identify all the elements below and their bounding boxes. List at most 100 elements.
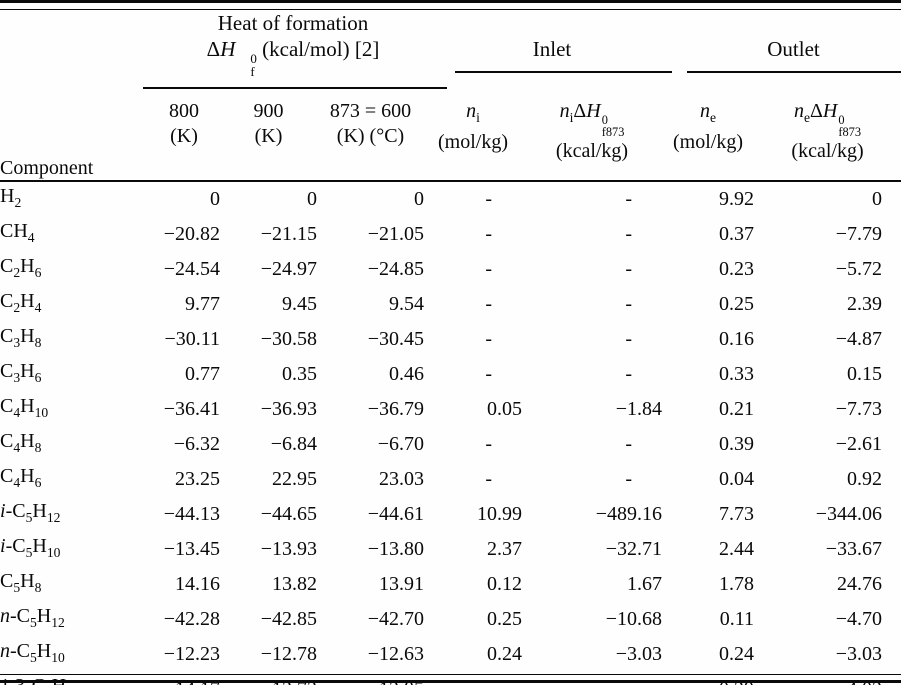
group-header-inlet: Inlet [424, 10, 673, 89]
value-cell: - [485, 363, 492, 386]
value-cell: −13.45 [163, 538, 220, 561]
value-cell: 13.82 [272, 573, 317, 596]
col-header-ni: ni (mol/kg) [424, 89, 522, 182]
value-cell: −36.79 [367, 398, 424, 421]
value-cell: 0.15 [847, 363, 883, 386]
value-cell: −44.65 [260, 503, 317, 526]
value-cell: 24.76 [837, 573, 883, 596]
value-cell: −32.71 [605, 538, 663, 561]
value-cell: −3.03 [835, 643, 883, 666]
table-row: H2 0 0 0 - - 9.92 0 [0, 181, 901, 217]
table-row: CH4 −20.82 −21.15 −21.05 - - 0.37 −7.79 [0, 217, 901, 252]
component-cell: C4H8 [0, 429, 42, 455]
value-cell: −2.61 [835, 433, 883, 456]
component-cell: n-C5H10 [0, 639, 65, 665]
value-cell: 0 [872, 188, 883, 211]
value-cell: −12.78 [260, 643, 317, 666]
value-cell: 0.33 [719, 363, 755, 386]
value-cell: −30.45 [367, 328, 424, 351]
outlet-group-rule [687, 71, 901, 73]
value-cell: - [485, 468, 492, 491]
value-cell: 10.99 [477, 503, 522, 526]
component-cell: C5H8 [0, 569, 42, 595]
value-cell: −33.67 [825, 538, 883, 561]
table-row: n-C5H10 −12.23 −12.78 −12.63 0.24 −3.03 0.24 −3… [0, 637, 901, 672]
inlet-group-rule [455, 71, 673, 73]
value-cell: −30.58 [260, 328, 317, 351]
value-cell: −12.63 [367, 643, 424, 666]
component-cell: i-C5H12 [0, 499, 61, 525]
value-cell: −12.23 [163, 643, 220, 666]
value-cell: 0.39 [719, 433, 755, 456]
group-header-heat-of-formation: Heat of formation ΔH 0 f (kcal/mol) [2] [143, 10, 447, 90]
component-cell: C4H10 [0, 394, 49, 420]
value-cell: 0.37 [719, 223, 755, 246]
value-cell: −6.32 [173, 433, 220, 456]
value-cell: 14.16 [175, 573, 220, 596]
value-cell: −13.93 [260, 538, 317, 561]
value-cell: - [485, 188, 492, 211]
table-row: C4H10 −36.41 −36.93 −36.79 0.05 −1.84 0.21 −7.7… [0, 392, 901, 427]
value-cell: −24.85 [367, 258, 424, 281]
component-cell: C2H6 [0, 254, 42, 280]
heat-group-title-line2: ΔH 0 f (kcal/mol) [2] [206, 37, 380, 80]
value-cell: 0.25 [487, 608, 522, 631]
col-header-ne: ne (mol/kg) [662, 89, 755, 182]
value-cell: −5.72 [835, 258, 883, 281]
value-cell: - [485, 433, 492, 456]
value-cell: −44.61 [367, 503, 424, 526]
value-cell: - [485, 293, 492, 316]
table-row: i-C5H12 −44.13 −44.65 −44.61 10.99 −489.16 7.7… [0, 497, 901, 532]
column-header-row: 800 (K) 900 (K) 873 = 600 (K) (°C) ni (m… [0, 89, 901, 182]
value-cell: 13.91 [379, 573, 424, 596]
value-cell: 0.46 [389, 363, 424, 386]
value-cell: −36.93 [260, 398, 317, 421]
value-cell: −4.87 [835, 328, 883, 351]
value-cell: 0.24 [487, 643, 522, 666]
value-cell: - [625, 433, 633, 456]
value-cell: −24.54 [163, 258, 220, 281]
component-cell: CH4 [0, 219, 35, 245]
value-cell: 0.23 [719, 258, 755, 281]
value-cell: - [485, 223, 492, 246]
value-cell: - [625, 293, 633, 316]
value-cell: 0 [210, 188, 220, 211]
value-cell: 0.11 [719, 608, 755, 631]
table-body: H2 0 0 0 - - 9.92 0 CH4 −20.82 −21.15 −21.05 - - 0.37 −… [0, 181, 901, 685]
value-cell: −13.80 [367, 538, 424, 561]
value-cell: - [625, 223, 633, 246]
value-cell: −30.11 [164, 328, 220, 351]
value-cell: 1.78 [719, 573, 755, 596]
table-row: i-C5H10 −13.45 −13.93 −13.80 2.37 −32.71 2.44 −… [0, 532, 901, 567]
table-bottom-rule [0, 674, 901, 683]
value-cell: 2.39 [847, 293, 883, 316]
value-cell: −24.97 [260, 258, 317, 281]
value-cell: - [625, 363, 633, 386]
value-cell: 0.35 [282, 363, 317, 386]
component-cell: H2 [0, 184, 22, 210]
value-cell: −36.41 [163, 398, 220, 421]
heat-of-formation-table: Component Heat of formation ΔH 0 f (kcal/m… [0, 10, 901, 685]
value-cell: 9.77 [185, 293, 220, 316]
value-cell: −7.73 [835, 398, 883, 421]
value-cell: 9.92 [719, 188, 755, 211]
table-row: C3H6 0.77 0.35 0.46 - - 0.33 0.15 [0, 357, 901, 392]
value-cell: 23.25 [175, 468, 220, 491]
value-cell: - [485, 328, 492, 351]
component-cell: C4H6 [0, 464, 42, 490]
value-cell: −42.70 [367, 608, 424, 631]
value-cell: −20.82 [163, 223, 220, 246]
value-cell: 23.03 [379, 468, 424, 491]
value-cell: −42.85 [260, 608, 317, 631]
component-column-header: Component [0, 10, 148, 182]
value-cell: −6.84 [270, 433, 317, 456]
col-header-800K: 800 (K) [148, 89, 220, 182]
value-cell: 0 [414, 188, 424, 211]
table-header: Component Heat of formation ΔH 0 f (kcal/m… [0, 10, 901, 182]
value-cell: −489.16 [595, 503, 663, 526]
value-cell: −1.84 [615, 398, 663, 421]
inlet-group-title: Inlet [532, 37, 572, 61]
value-cell: 1.67 [627, 573, 663, 596]
col-header-873K: 873 = 600 (K) (°C) [317, 89, 424, 182]
value-cell: −4.70 [835, 608, 883, 631]
